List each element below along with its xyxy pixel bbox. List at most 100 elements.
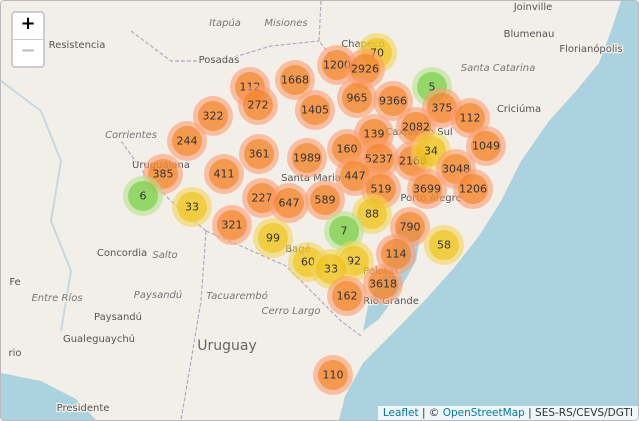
place-label: Resistencia: [49, 40, 106, 51]
cluster-count: 519: [371, 183, 392, 196]
place-label: Uruguay: [197, 338, 257, 354]
cluster-marker[interactable]: 33: [311, 249, 351, 289]
cluster-count: 2926: [351, 63, 379, 76]
cluster-count: 160: [337, 143, 358, 156]
place-label: Concordia: [97, 248, 147, 259]
cluster-marker[interactable]: 589: [305, 180, 345, 220]
cluster-marker[interactable]: 272: [238, 85, 278, 125]
cluster-core: [292, 143, 322, 173]
river: [1, 80, 73, 332]
cluster-count: 5237: [365, 153, 393, 166]
cluster-count: 33: [324, 263, 338, 276]
cluster-marker[interactable]: 33: [172, 187, 212, 227]
place-label: Blumenau: [504, 29, 555, 40]
cluster-count: 5: [429, 81, 436, 94]
separator: |: [421, 407, 426, 419]
cluster-marker[interactable]: 3618: [363, 264, 403, 304]
cluster-core: [427, 93, 457, 123]
cluster-core: [316, 254, 346, 284]
cluster-marker[interactable]: 647: [269, 183, 309, 223]
place-label: Misiones: [264, 18, 307, 29]
place-label: Cerro Largo: [262, 306, 321, 317]
cluster-core: [280, 65, 310, 95]
cluster-marker[interactable]: 411: [204, 154, 244, 194]
cluster-core: [128, 181, 158, 211]
source: SES-RS/CEVS/DGTI: [535, 407, 633, 419]
cluster-marker[interactable]: 361: [239, 134, 279, 174]
cluster-core: [310, 185, 340, 215]
ocean: [339, 1, 638, 420]
zoom-control: + −: [11, 11, 45, 68]
cluster-marker[interactable]: 1206: [453, 169, 493, 209]
place-label: rio: [8, 348, 21, 359]
place-label: Joinville: [513, 2, 553, 13]
place-label: Paysandú: [94, 311, 142, 323]
cluster-core: [416, 136, 446, 166]
place-label: Salto: [152, 250, 177, 261]
cluster-core: [318, 360, 348, 390]
cluster-count: 162: [337, 290, 358, 303]
cluster-marker[interactable]: 58: [424, 225, 464, 265]
cluster-count: 110: [323, 369, 344, 382]
cluster-count: 99: [266, 232, 280, 245]
cluster-count: 7: [341, 225, 348, 238]
cluster-count: 272: [248, 99, 269, 112]
cluster-marker[interactable]: 321: [212, 205, 252, 245]
cluster-count: 112: [460, 112, 481, 125]
cluster-count: 411: [214, 168, 235, 181]
place-label: Corrientes: [105, 130, 157, 141]
cluster-marker[interactable]: 1049: [466, 126, 506, 166]
attribution: Leaflet | © OpenStreetMap | SES-RS/CEVS/…: [377, 406, 638, 420]
place-label: Gualeguaychú: [63, 333, 135, 345]
cluster-core: [471, 131, 501, 161]
cluster-count: 965: [347, 92, 368, 105]
cluster-marker[interactable]: 244: [167, 121, 207, 161]
cluster-count: 2082: [402, 121, 430, 134]
cluster-marker[interactable]: 99: [253, 218, 293, 258]
cluster-count: 114: [386, 248, 407, 261]
cluster-core: [244, 139, 274, 169]
cluster-marker[interactable]: 6: [123, 176, 163, 216]
cluster-core: [274, 188, 304, 218]
zoom-in[interactable]: +: [20, 13, 36, 34]
cluster-count: 139: [364, 128, 385, 141]
place-label: Posadas: [199, 55, 240, 66]
cluster-core: [368, 269, 398, 299]
cluster-core: [209, 159, 239, 189]
cluster-count: 88: [365, 208, 379, 221]
place-label: Itapúa: [209, 17, 241, 29]
cluster-count: 1405: [301, 104, 329, 117]
cluster-count: 9366: [379, 95, 407, 108]
cluster-marker[interactable]: 322: [193, 96, 233, 136]
cluster-marker[interactable]: 1405: [295, 90, 335, 130]
cluster-marker[interactable]: 162: [327, 276, 367, 316]
osm-link[interactable]: OpenStreetMap: [442, 407, 525, 419]
cluster-marker[interactable]: 110: [313, 355, 353, 395]
place-label: Criciúma: [497, 103, 541, 115]
cluster-count: 92: [347, 255, 361, 268]
cluster-marker[interactable]: 9366: [373, 81, 413, 121]
cluster-core: [243, 90, 273, 120]
cluster-marker[interactable]: 2926: [345, 49, 385, 89]
cluster-marker[interactable]: 114: [376, 234, 416, 274]
cluster-count: 322: [203, 110, 224, 123]
cluster-count: 244: [177, 135, 198, 148]
zoom-out[interactable]: −: [13, 39, 43, 66]
cluster-marker[interactable]: 3699: [407, 169, 447, 209]
cluster-core: [381, 239, 411, 269]
cluster-count: 3618: [369, 278, 397, 291]
cluster-count: 6: [140, 190, 147, 203]
cluster-marker[interactable]: 1989: [287, 138, 327, 178]
cluster-marker[interactable]: 965: [337, 78, 377, 118]
cluster-count: 361: [249, 148, 270, 161]
cluster-count: 321: [222, 219, 243, 232]
cluster-count: 58: [437, 239, 451, 252]
separator: |: [528, 407, 532, 419]
leaflet-link[interactable]: Leaflet: [382, 407, 419, 419]
place-label: Florianópolis: [559, 43, 622, 55]
cluster-core: [177, 192, 207, 222]
cluster-count: 1668: [281, 74, 309, 87]
cluster-marker[interactable]: 1668: [275, 60, 315, 100]
